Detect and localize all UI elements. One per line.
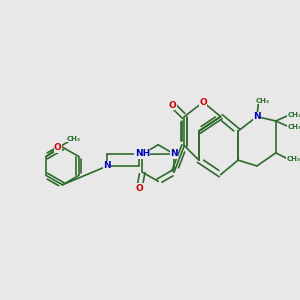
Text: CH₃: CH₃: [256, 98, 270, 104]
Text: O: O: [136, 184, 143, 193]
Text: CH₃: CH₃: [288, 124, 300, 130]
Text: O: O: [199, 98, 207, 106]
Text: CH₃: CH₃: [288, 112, 300, 118]
Text: N: N: [136, 150, 143, 159]
Text: CH₃: CH₃: [67, 136, 81, 142]
Text: O: O: [169, 100, 177, 109]
Text: O: O: [54, 143, 61, 152]
Text: NH: NH: [135, 149, 150, 158]
Text: CH₃: CH₃: [286, 156, 300, 162]
Text: N: N: [170, 149, 178, 158]
Text: N: N: [103, 161, 111, 170]
Text: N: N: [253, 112, 261, 121]
